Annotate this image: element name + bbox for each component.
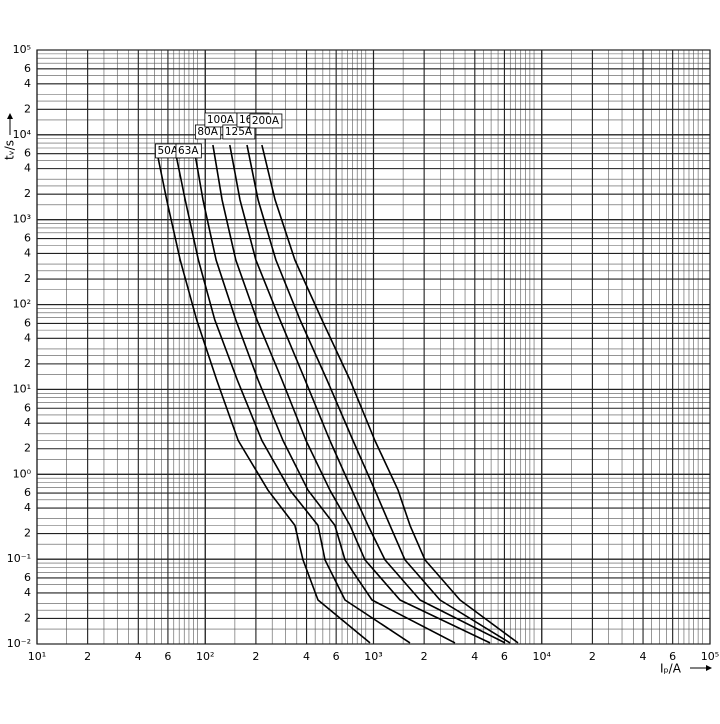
y-tick-label: 4 [24,246,31,259]
fuse-curve [156,154,371,644]
x-tick-label: 10² [196,650,214,663]
fuse-curve [192,144,456,644]
fuse-curve [212,144,491,644]
x-tick-label: 2 [84,650,91,663]
y-tick-label: 10⁵ [13,43,31,56]
x-tick-label: 2 [589,650,596,663]
x-tick-label: 4 [303,650,310,663]
y-tick-label: 4 [24,416,31,429]
x-tick-label: 4 [135,650,142,663]
y-tick-label: 6 [24,147,31,160]
x-tick-label: 10³ [364,650,382,663]
y-tick-label: 10² [13,298,31,311]
y-tick-label: 4 [24,501,31,514]
x-tick-label: 4 [640,650,647,663]
x-axis-arrowhead [706,665,712,671]
fuse-curve [175,154,411,644]
y-axis-label: tᵥ/s [3,140,17,160]
curve-label: 200A [252,115,280,127]
labels: 10¹ 2 4 6 10² 2 4 6 10³ 2 4 6 10⁴ 2 4 6 10⁵10⁻²24610⁻¹24… [7,43,719,663]
y-tick-label: 6 [24,571,31,584]
y-tick-label: 2 [24,442,31,455]
y-tick-label: 10⁰ [13,467,32,480]
x-tick-label: 10¹ [28,650,46,663]
y-tick-label: 2 [24,102,31,115]
x-tick-label: 6 [333,650,340,663]
x-tick-label: 4 [471,650,478,663]
x-axis-label: Iₚ/A [660,662,682,676]
y-tick-label: 2 [24,272,31,285]
x-tick-label: 6 [501,650,508,663]
fuse-curve [261,144,519,644]
y-tick-label: 10¹ [13,382,31,395]
x-tick-label: 10⁴ [533,650,552,663]
y-tick-label: 2 [24,357,31,370]
y-tick-label: 6 [24,401,31,414]
curve-label-box [249,113,283,129]
curve-label: 125A [225,126,253,138]
y-tick-label: 6 [24,486,31,499]
curve-label-box [175,143,202,159]
x-tick-label: 6 [669,650,676,663]
y-tick-label: 6 [24,316,31,329]
y-tick-label: 10⁻² [7,637,31,650]
fuse-curve [229,144,506,644]
y-tick-label: 10⁴ [13,128,32,141]
plot-frame [36,49,711,645]
y-tick-label: 4 [24,586,31,599]
curve-label: 100A [207,114,235,126]
y-tick-label: 6 [24,62,31,75]
y-tick-label: 10⁻¹ [7,552,31,565]
y-tick-label: 4 [24,331,31,344]
y-axis-arrowhead [7,113,13,119]
y-tick-label: 2 [24,187,31,200]
y-tick-label: 2 [24,611,31,624]
curve-label: 80A [197,126,218,138]
fuse-curve [246,144,511,644]
x-tick-label: 2 [252,650,259,663]
x-tick-label: 10⁵ [701,650,719,663]
grid [36,49,711,645]
curves [156,144,519,644]
curve-label: 63A [178,145,199,157]
y-tick-label: 10³ [13,213,31,226]
x-tick-label: 6 [164,650,171,663]
y-tick-label: 6 [24,232,31,245]
y-tick-label: 4 [24,162,31,175]
x-tick-label: 2 [421,650,428,663]
y-tick-label: 4 [24,77,31,90]
curve-label: 50A [157,145,178,157]
y-tick-label: 2 [24,527,31,540]
